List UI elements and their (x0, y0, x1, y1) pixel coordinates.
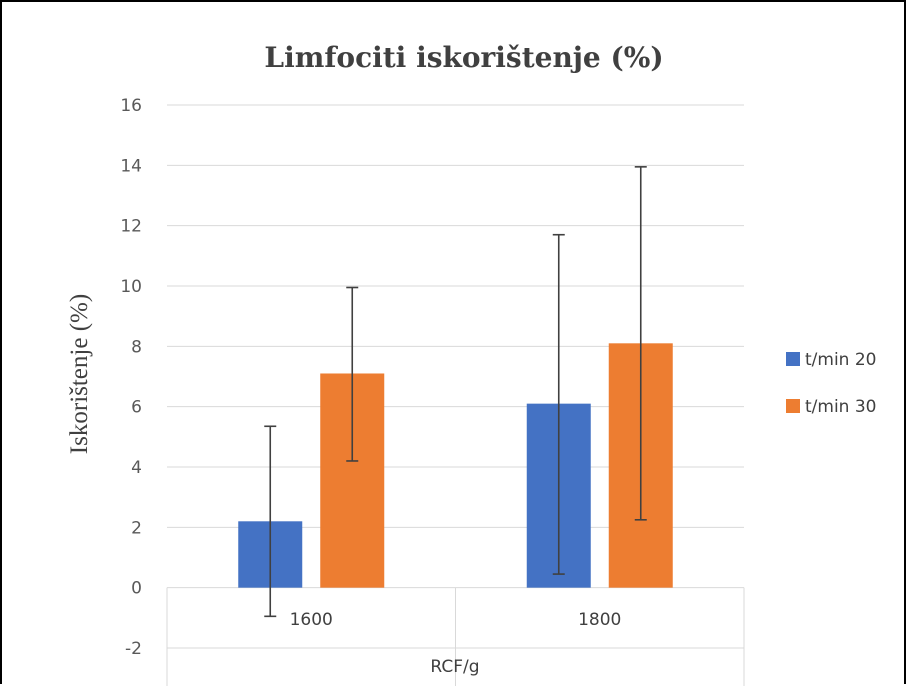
legend-label: t/min 30 (805, 397, 877, 417)
y-tick-label: 16 (120, 96, 142, 116)
y-tick-label: 2 (131, 518, 142, 538)
y-axis-ticks: -2 0 2 4 6 8 10 12 14 16 (120, 96, 142, 659)
y-axis-label: Iskorištenje (%) (66, 294, 93, 454)
y-tick-label: 6 (131, 398, 142, 418)
y-tick-label: 10 (120, 277, 142, 297)
y-tick-label: -2 (125, 639, 142, 659)
error-bars (264, 166, 647, 618)
legend-swatch (786, 352, 800, 366)
legend: t/min 20 t/min 30 (786, 350, 877, 417)
x-category-label: 1600 (290, 610, 333, 630)
chart-title: Limfociti iskorištenje (%) (264, 41, 663, 74)
x-axis-categories: 1600 1800 (290, 610, 622, 630)
y-tick-label: 8 (131, 337, 142, 357)
legend-label: t/min 20 (805, 350, 877, 370)
x-axis-label: RCF/g (430, 657, 479, 677)
legend-swatch (786, 399, 800, 413)
bars (238, 343, 673, 588)
x-category-label: 1800 (578, 610, 621, 630)
y-tick-label: 4 (131, 458, 142, 478)
y-tick-label: 14 (120, 156, 142, 176)
y-tick-label: 12 (120, 217, 142, 237)
y-tick-label: 0 (131, 579, 142, 599)
